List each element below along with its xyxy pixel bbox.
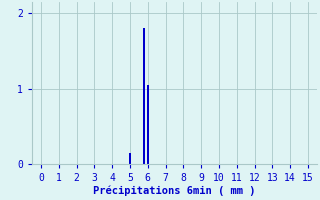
X-axis label: Précipitations 6min ( mm ): Précipitations 6min ( mm ) xyxy=(93,186,256,196)
Bar xyxy=(143,28,145,164)
Bar xyxy=(147,85,149,164)
Bar xyxy=(129,153,131,164)
